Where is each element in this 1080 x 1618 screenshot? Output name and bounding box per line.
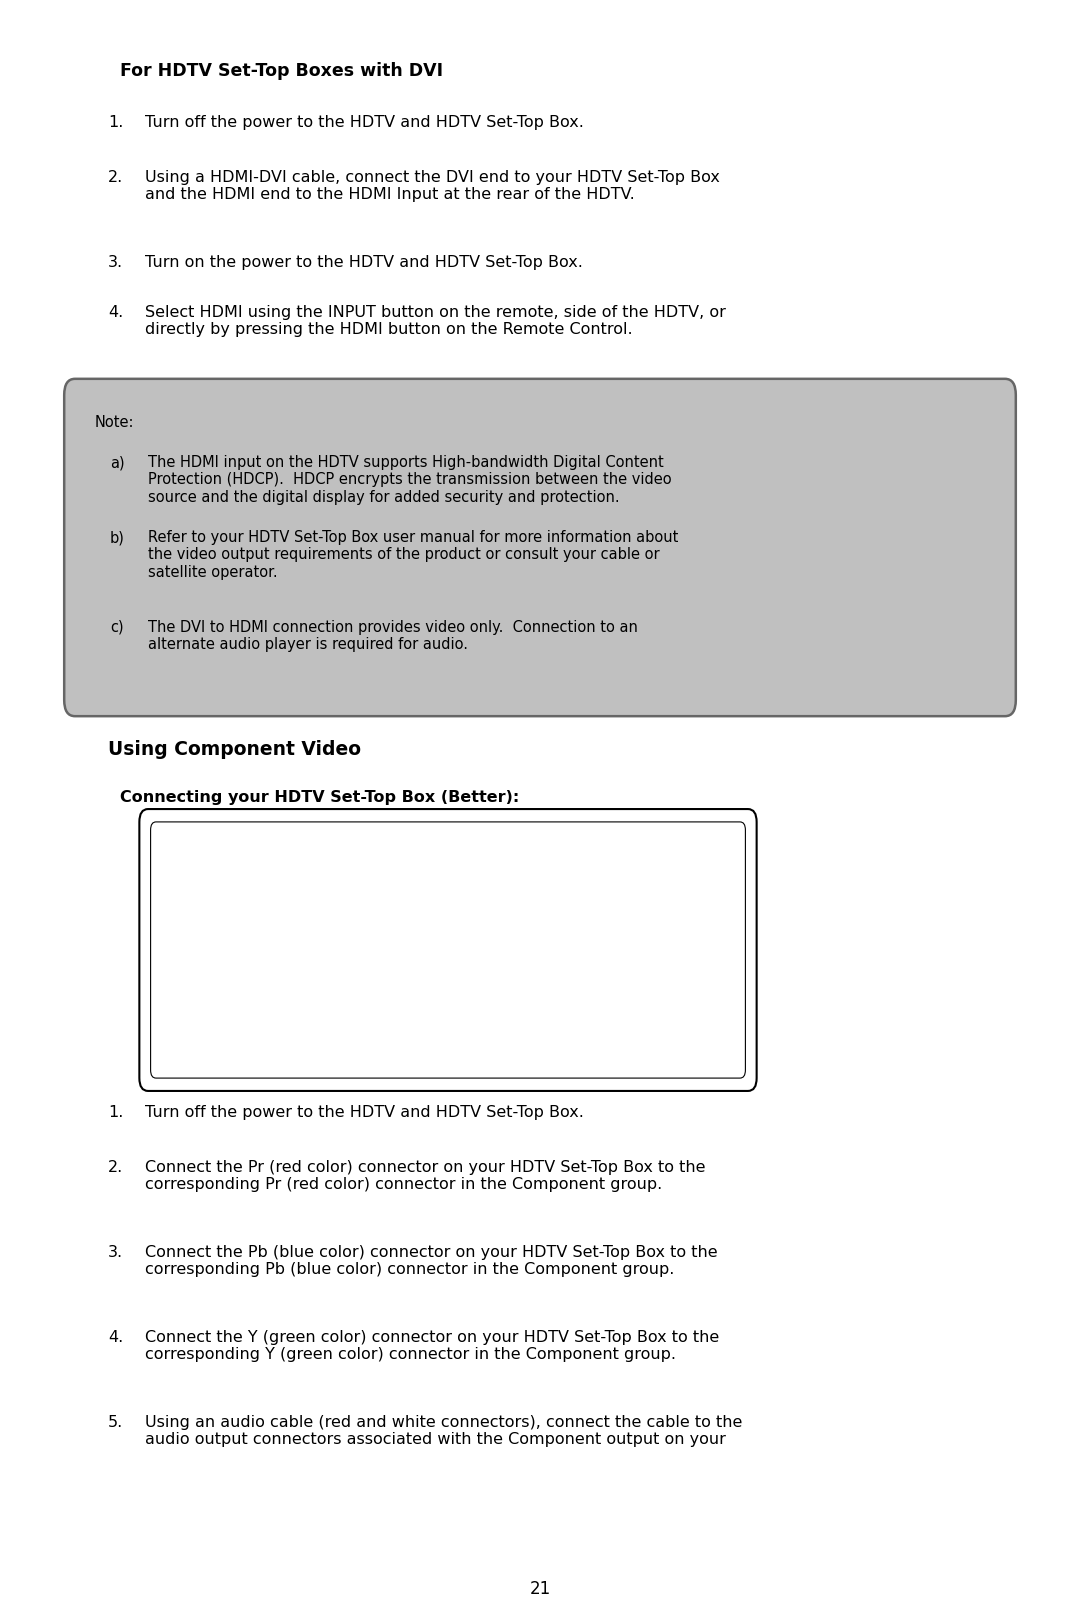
Text: Select HDMI using the INPUT button on the remote, side of the HDTV, or
directly : Select HDMI using the INPUT button on th… xyxy=(145,306,726,338)
Text: Connecting your HDTV Set-Top Box (Better):: Connecting your HDTV Set-Top Box (Better… xyxy=(120,790,519,806)
Text: AV IN: AV IN xyxy=(414,935,432,942)
Text: Refer to your HDTV Set-Top Box user manual for more information about
the video : Refer to your HDTV Set-Top Box user manu… xyxy=(148,531,678,579)
Text: SPDIF: SPDIF xyxy=(567,951,584,956)
Text: Turn off the power to the HDTV and HDTV Set-Top Box.: Turn off the power to the HDTV and HDTV … xyxy=(145,115,584,129)
Text: b): b) xyxy=(110,531,125,545)
Text: VIDEO: VIDEO xyxy=(515,904,532,909)
Text: COMPONENT: COMPONENT xyxy=(503,851,545,858)
Text: 2.: 2. xyxy=(108,1160,123,1175)
Text: PC IN: PC IN xyxy=(496,993,515,998)
Text: HDMI 1: HDMI 1 xyxy=(491,1050,518,1055)
FancyBboxPatch shape xyxy=(594,906,618,932)
Text: AUDIO: AUDIO xyxy=(566,945,585,950)
Text: c): c) xyxy=(110,620,123,634)
Text: DIGITAL / ANALOG: DIGITAL / ANALOG xyxy=(246,976,310,981)
Text: 4.: 4. xyxy=(108,1330,123,1345)
Text: 21: 21 xyxy=(529,1581,551,1599)
Text: ANTENNA / CABLE: ANTENNA / CABLE xyxy=(246,968,310,972)
Text: Pb: Pb xyxy=(481,864,488,869)
FancyBboxPatch shape xyxy=(476,1029,534,1048)
Text: Connect the Pr (red color) connector on your HDTV Set-Top Box to the
correspondi: Connect the Pr (red color) connector on … xyxy=(145,1160,705,1192)
Text: Using Component Video: Using Component Video xyxy=(108,739,361,759)
Text: 3.: 3. xyxy=(108,1244,123,1260)
Text: Connect the Y (green color) connector on your HDTV Set-Top Box to the
correspond: Connect the Y (green color) connector on… xyxy=(145,1330,719,1362)
Text: Y: Y xyxy=(523,864,526,869)
Text: S-VIDEO: S-VIDEO xyxy=(552,935,576,940)
Circle shape xyxy=(538,1036,544,1042)
Text: R: R xyxy=(443,935,447,940)
Text: For HDTV Set-Top Boxes with DVI: For HDTV Set-Top Boxes with DVI xyxy=(120,61,443,79)
Text: VIDEO: VIDEO xyxy=(515,935,534,940)
Text: Connect the Pb (blue color) connector on your HDTV Set-Top Box to the
correspond: Connect the Pb (blue color) connector on… xyxy=(145,1244,717,1277)
Text: Turn off the power to the HDTV and HDTV Set-Top Box.: Turn off the power to the HDTV and HDTV … xyxy=(145,1105,584,1120)
Text: S-VIDEO: S-VIDEO xyxy=(553,904,575,909)
Text: The DVI to HDMI connection provides video only.  Connection to an
alternate audi: The DVI to HDMI connection provides vide… xyxy=(148,620,638,652)
Text: 1.: 1. xyxy=(108,115,123,129)
Text: 2.: 2. xyxy=(108,170,123,184)
FancyBboxPatch shape xyxy=(444,942,545,995)
Text: L: L xyxy=(483,935,486,940)
Text: 1.: 1. xyxy=(108,1105,123,1120)
Text: Pr: Pr xyxy=(442,864,448,869)
Text: R: R xyxy=(562,864,566,869)
Text: The HDMI input on the HDTV supports High-bandwidth Digital Content
Protection (H: The HDMI input on the HDTV supports High… xyxy=(148,455,672,505)
Text: 4.: 4. xyxy=(108,306,123,320)
Text: Using an audio cable (red and white connectors), connect the cable to the
audio : Using an audio cable (red and white conn… xyxy=(145,1416,742,1448)
Circle shape xyxy=(465,1036,473,1042)
Text: Note:: Note: xyxy=(95,414,135,430)
Text: L: L xyxy=(483,904,486,909)
Text: Turn on the power to the HDTV and HDTV Set-Top Box.: Turn on the power to the HDTV and HDTV S… xyxy=(145,256,583,270)
Text: 5.: 5. xyxy=(108,1416,123,1430)
FancyBboxPatch shape xyxy=(549,942,602,995)
Text: R: R xyxy=(443,904,447,909)
Text: a): a) xyxy=(110,455,124,469)
Text: VGA: VGA xyxy=(487,947,502,951)
Text: L: L xyxy=(603,864,606,869)
Text: 3.: 3. xyxy=(108,256,123,270)
Text: Using a HDMI-DVI cable, connect the DVI end to your HDTV Set-Top Box
and the HDM: Using a HDMI-DVI cable, connect the DVI … xyxy=(145,170,720,202)
